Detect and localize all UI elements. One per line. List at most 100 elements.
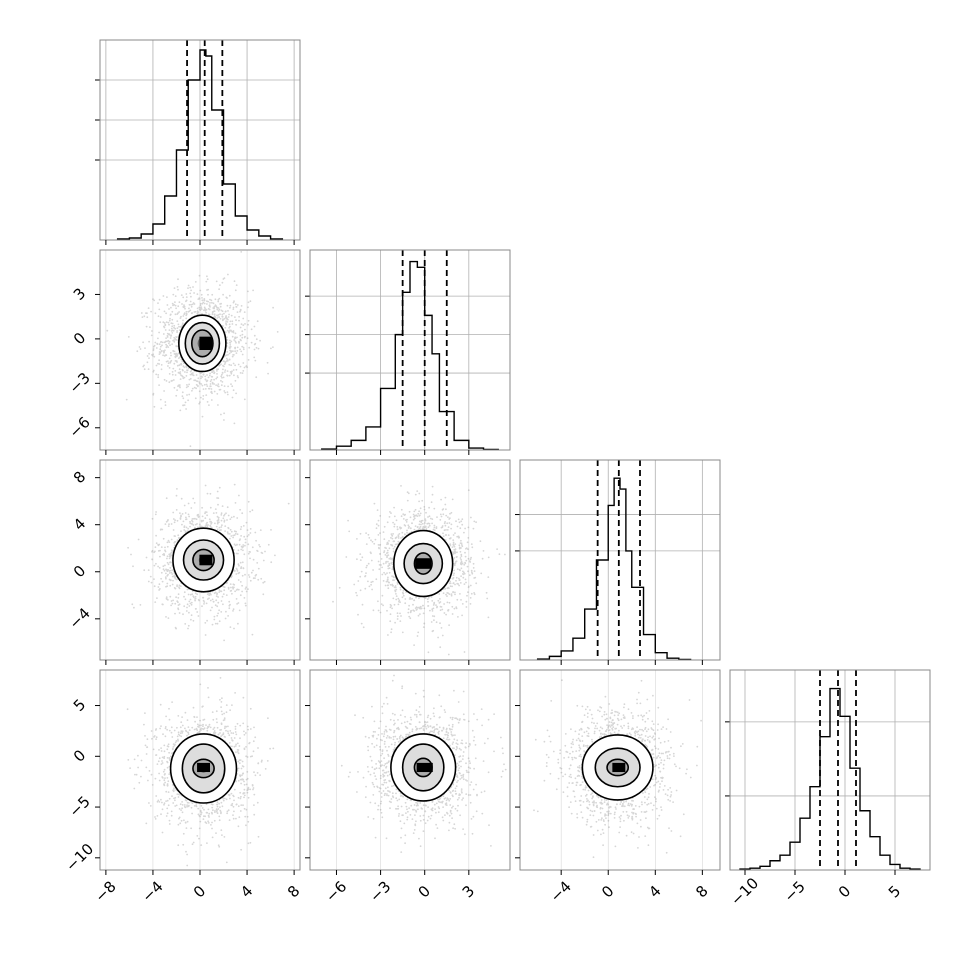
- scatter-point: [198, 599, 201, 602]
- scatter-point: [209, 306, 211, 308]
- scatter-point: [414, 525, 417, 527]
- scatter-point: [245, 783, 248, 786]
- scatter-point: [210, 521, 213, 524]
- scatter-point: [386, 541, 389, 544]
- scatter-point: [377, 600, 379, 603]
- scatter-point: [159, 345, 162, 348]
- scatter-point: [206, 374, 208, 376]
- scatter-point: [233, 586, 235, 589]
- scatter-point: [166, 557, 168, 560]
- scatter-point: [226, 506, 229, 509]
- scatter-point: [190, 369, 193, 372]
- scatter-point: [413, 514, 416, 517]
- scatter-point: [206, 593, 209, 596]
- scatter-point: [461, 562, 464, 565]
- scatter-point: [452, 551, 454, 554]
- scatter-point: [177, 593, 180, 596]
- scatter-point: [185, 365, 188, 368]
- scatter-point: [214, 732, 217, 734]
- scatter-point: [382, 531, 385, 533]
- scatter-point: [224, 331, 227, 334]
- scatter-point: [235, 567, 238, 570]
- scatter-point: [158, 801, 161, 803]
- scatter-point: [187, 513, 190, 516]
- scatter-point: [412, 513, 415, 516]
- scatter-point: [166, 345, 169, 347]
- scatter-point: [155, 562, 157, 565]
- scatter-point: [228, 331, 230, 334]
- scatter-point: [458, 568, 461, 571]
- scatter-point: [486, 597, 489, 600]
- scatter-point: [461, 523, 464, 526]
- scatter-point: [191, 523, 194, 525]
- scatter-point: [227, 526, 230, 529]
- scatter-point: [213, 615, 216, 618]
- scatter-point: [167, 333, 170, 335]
- scatter-point: [443, 529, 446, 532]
- scatter-point: [209, 599, 212, 602]
- scatter-point: [388, 571, 391, 574]
- scatter-point: [169, 552, 172, 555]
- scatter-point: [332, 600, 334, 603]
- scatter-point: [202, 519, 205, 522]
- scatter-point: [419, 613, 421, 615]
- axes-frame: [309, 459, 511, 661]
- scatter-point: [174, 353, 177, 356]
- scatter-point: [183, 529, 186, 531]
- scatter-point: [166, 760, 169, 763]
- scatter-point: [183, 526, 186, 529]
- scatter-point: [204, 308, 206, 311]
- scatter-point: [209, 524, 212, 527]
- scatter-point: [216, 809, 218, 812]
- scatter-point: [189, 445, 192, 448]
- scatter-point: [449, 544, 452, 547]
- scatter-point: [178, 385, 181, 387]
- scatter-point: [185, 526, 188, 529]
- scatter-point: [211, 371, 214, 373]
- scatter-point: [224, 736, 227, 738]
- scatter-point: [235, 368, 238, 371]
- scatter-point: [228, 358, 231, 361]
- scatter-point: [186, 394, 188, 396]
- scatter-point: [401, 596, 404, 599]
- scatter-point: [181, 360, 184, 363]
- scatter-point: [166, 757, 169, 759]
- scatter-point: [164, 576, 167, 579]
- scatter-point: [239, 737, 241, 740]
- scatter-point: [189, 286, 192, 289]
- scatter-point: [239, 778, 242, 781]
- scatter-point: [435, 621, 438, 624]
- scatter-point: [458, 544, 461, 547]
- scatter-point: [159, 588, 161, 590]
- scatter-point: [190, 618, 192, 621]
- scatter-point: [209, 609, 212, 612]
- scatter-point: [206, 619, 209, 622]
- scatter-point: [206, 514, 209, 517]
- scatter-point: [360, 570, 363, 573]
- scatter-point: [152, 369, 155, 372]
- scatter-point: [168, 381, 171, 384]
- scatter-point: [165, 572, 167, 575]
- scatter-point: [197, 385, 199, 388]
- scatter-point: [390, 605, 393, 607]
- scatter-point: [170, 354, 172, 357]
- scatter-point: [254, 574, 257, 577]
- scatter-point: [226, 393, 229, 396]
- scatter-point: [408, 598, 411, 600]
- scatter-point: [219, 809, 222, 812]
- scatter-point: [242, 348, 245, 351]
- scatter-point: [449, 517, 451, 519]
- scatter-point: [464, 562, 467, 565]
- scatter-point: [239, 310, 241, 313]
- scatter-point: [389, 606, 392, 609]
- scatter-point: [170, 551, 173, 554]
- scatter-point: [213, 305, 216, 308]
- scatter-point: [411, 522, 413, 525]
- scatter-point: [180, 721, 183, 724]
- scatter-point: [420, 607, 423, 610]
- scatter-point: [226, 391, 229, 393]
- scatter-point: [173, 535, 176, 537]
- scatter-point: [440, 498, 442, 501]
- scatter-point: [186, 369, 189, 372]
- scatter-point: [160, 368, 163, 371]
